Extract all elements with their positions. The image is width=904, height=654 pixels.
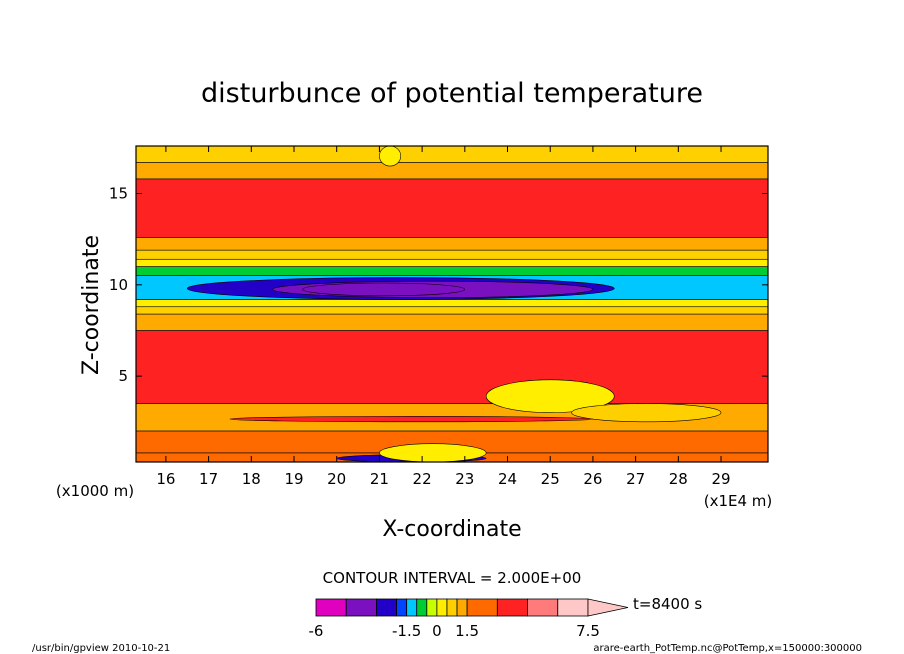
contour-layer [136,178,768,238]
x-axis-label: X-coordinate [382,517,521,542]
colorbar-segment [456,598,468,617]
contour-layer [136,313,768,331]
contour-layer [136,146,768,163]
time-label: t=8400 s [633,595,702,613]
colorbar-segment [345,598,377,617]
contour-feature [302,282,466,297]
footer-left: /usr/bin/gpview 2010-10-21 [32,643,170,654]
x-tick-label: 16 [156,470,175,488]
x-tick-label: 23 [455,470,474,488]
colorbar-segment [396,598,408,617]
contour-layer [136,258,768,267]
colorbar-segment [436,598,448,617]
x-tick-label: 24 [498,470,517,488]
colorbar-segment [446,598,458,617]
x-tick-label: 28 [669,470,688,488]
x-tick-label: 29 [711,470,730,488]
contour-interval: CONTOUR INTERVAL = 2.000E+00 [323,569,582,587]
colorbar-segment [416,598,428,617]
colorbar-label: 1.5 [455,622,479,640]
contour-feature [379,443,487,462]
x-tick-label: 22 [413,470,432,488]
x-unit-right: (x1E4 m) [704,492,773,510]
contour-feature [229,416,594,423]
contour-feature [485,379,615,413]
colorbar-label: 7.5 [576,622,600,640]
x-tick-label: 27 [626,470,645,488]
colorbar-segment [496,598,528,617]
colorbar-segment [315,598,347,617]
x-tick-label: 25 [541,470,560,488]
colorbar-segment [426,598,438,617]
contour-feature [379,146,402,167]
colorbar-label: -1.5 [392,622,421,640]
contour-layer [136,237,768,251]
x-tick-label: 26 [583,470,602,488]
x-tick-label: 21 [370,470,389,488]
contour-layer [136,162,768,180]
y-axis-label: Z-coordinate [79,235,104,375]
colorbar-extend-arrow [587,598,629,617]
contour-layer [136,266,768,276]
x-tick-label: 19 [284,470,303,488]
y-tick-label: 10 [109,276,128,294]
x-unit-left: (x1000 m) [56,482,134,500]
colorbar-label: -6 [309,622,324,640]
y-tick-label: 15 [109,184,128,202]
contour-layer [136,306,768,315]
colorbar-segment [406,598,418,617]
contour-feature [571,403,722,423]
x-tick-label: 20 [327,470,346,488]
x-tick-label: 17 [199,470,218,488]
contour-layer [136,249,768,260]
colorbar-segment [466,598,498,617]
colorbar-segment [557,598,589,617]
chart-title: disturbunce of potential temperature [201,78,703,109]
colorbar-segment [376,598,397,617]
plot-frame [135,145,769,463]
colorbar-segment [527,598,559,617]
footer-right: arare-earth_PotTemp.nc@PotTemp,x=150000:… [593,643,862,654]
y-tick-label: 5 [118,367,128,385]
colorbar-label: 0 [432,622,442,640]
colorbar: -6 -1.5 0 1.5 7.5 [309,598,629,640]
contour-layer [136,330,768,404]
plot-area: 16 17 18 19 20 21 22 23 24 25 26 27 28 29 5 10 15 [109,145,769,488]
x-tick-label: 18 [242,470,261,488]
contour-layer [136,299,768,308]
